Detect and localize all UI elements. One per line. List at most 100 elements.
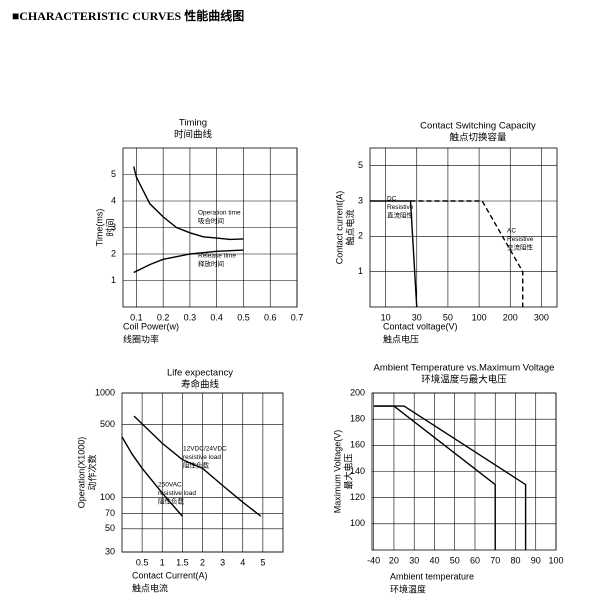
series-label: Release time: [198, 253, 236, 260]
series-label: 直流阻性: [387, 211, 414, 220]
x-tick-label: 90: [531, 555, 541, 565]
x-tick-label: 2: [200, 557, 205, 567]
x-tick-label: 0.7: [291, 312, 304, 322]
y-axis-label: 时间: [104, 218, 115, 236]
x-tick-label: 100: [548, 555, 563, 565]
x-tick-label: 0.5: [237, 312, 250, 322]
chart-title: Contact Switching Capacity: [420, 121, 536, 132]
y-tick-label: 3: [358, 195, 363, 205]
x-tick-label: 30: [412, 312, 422, 322]
y-axis-label: 触点电流: [344, 209, 355, 245]
x-tick-label: 30: [409, 555, 419, 565]
series-label: 250VAC: [158, 482, 182, 489]
y-tick-label: 2: [111, 248, 116, 258]
x-tick-label: 10: [381, 312, 391, 322]
plot-frame: [369, 147, 558, 308]
x-tick-label: 40: [429, 555, 439, 565]
x-tick-label: 0.5: [136, 557, 149, 567]
y-axis-label: Maximum Voltage(V): [332, 430, 342, 514]
y-tick-label: 50: [105, 523, 115, 533]
series-label: DC: [387, 196, 397, 203]
chart-title: Timing: [179, 118, 207, 129]
y-tick-label: 100: [350, 518, 365, 528]
y-tick-label: 500: [100, 419, 115, 429]
x-tick-label: 0.1: [130, 312, 143, 322]
y-tick-label: 200: [350, 387, 365, 397]
y-tick-label: 120: [350, 492, 365, 502]
y-tick-label: 1: [358, 266, 363, 276]
series-label: 阻性负载: [158, 497, 185, 506]
y-tick-label: 30: [105, 546, 115, 556]
y-axis-label: Operation(X1000): [76, 437, 86, 509]
x-axis-label: 线圈功率: [123, 333, 159, 344]
chart-title: 环境温度与最大电压: [421, 374, 507, 386]
series-label: 12VDC/24VDC: [183, 446, 227, 453]
chart-title: 寿命曲线: [181, 379, 220, 391]
x-tick-label: 50: [443, 312, 453, 322]
series-label: 交流阻性: [507, 243, 534, 252]
chart-title: 时间曲线: [174, 129, 213, 141]
x-axis-label: Coil Power(w): [123, 321, 179, 331]
series-label: 释放时间: [198, 259, 224, 268]
y-tick-label: 140: [350, 466, 365, 476]
x-tick-label: 5: [260, 557, 265, 567]
chart-title: Ambient Temperature vs.Maximum Voltage: [374, 363, 555, 374]
series-line: [121, 436, 183, 517]
chart-title: Life expectancy: [167, 368, 233, 379]
y-tick-label: 1: [111, 275, 116, 285]
series-label: resistive load: [158, 490, 196, 497]
series-label: 阻性负载: [183, 461, 210, 470]
series-label: 吸合时间: [198, 216, 224, 225]
y-tick-label: 2: [358, 231, 363, 241]
series-line: [133, 166, 244, 241]
y-tick-label: 180: [350, 414, 365, 424]
series-label: Resistive: [387, 204, 414, 211]
x-axis-label: Ambient temperature: [390, 571, 474, 581]
x-tick-label: 60: [470, 555, 480, 565]
series-line: [373, 405, 527, 550]
x-tick-label: 70: [490, 555, 500, 565]
y-tick-label: 100: [100, 492, 115, 502]
y-tick-label: 5: [111, 169, 116, 179]
x-tick-label: 1: [160, 557, 165, 567]
x-axis-label: Contact voltage(V): [383, 321, 458, 331]
y-axis-label: Contact current(A): [334, 191, 344, 265]
x-tick-label: 100: [472, 312, 487, 322]
y-tick-label: 70: [105, 508, 115, 518]
x-tick-label: 3: [220, 557, 225, 567]
x-tick-label: -40: [367, 555, 380, 565]
chart-title: 触点切换容量: [449, 132, 507, 144]
x-tick-label: 0.6: [264, 312, 277, 322]
header: ■CHARACTERISTIC CURVES 性能曲线图: [12, 8, 244, 23]
y-axis-label: 动作次数: [86, 454, 97, 490]
x-tick-label: 0.3: [184, 312, 197, 322]
x-tick-label: 0.4: [210, 312, 223, 322]
x-tick-label: 200: [503, 312, 518, 322]
y-tick-label: 4: [111, 195, 116, 205]
y-tick-label: 160: [350, 440, 365, 450]
x-tick-label: 4: [240, 557, 245, 567]
y-tick-label: 5: [358, 160, 363, 170]
x-axis-label: 触点电压: [383, 333, 419, 344]
y-axis-label: 最大电压: [342, 453, 353, 489]
y-axis-label: Time(ms): [94, 209, 104, 247]
x-tick-label: 300: [534, 312, 549, 322]
series-line: [133, 249, 244, 274]
y-tick-label: 3: [111, 222, 116, 232]
series-label: resistive load: [183, 454, 221, 461]
x-tick-label: 80: [510, 555, 520, 565]
series-label: AC: [507, 228, 516, 235]
y-tick-label: 1000: [95, 387, 115, 397]
x-tick-label: 1.5: [176, 557, 189, 567]
series-label: Operation time: [198, 210, 241, 217]
series-line: [133, 415, 262, 517]
series-line: [410, 200, 524, 307]
x-axis-label: 触点电流: [132, 582, 168, 593]
x-axis-label: 环境温度: [390, 583, 426, 594]
series-label: Resistive: [507, 236, 534, 243]
x-tick-label: 0.2: [157, 312, 170, 322]
x-axis-label: Contact Current(A): [132, 570, 208, 580]
x-tick-label: 50: [450, 555, 460, 565]
